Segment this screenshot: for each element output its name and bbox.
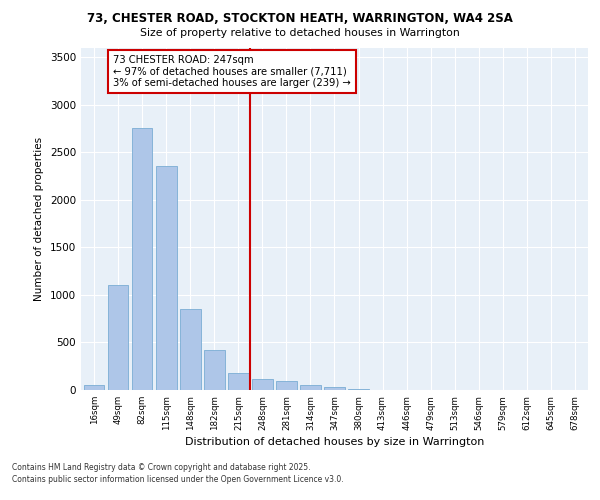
Text: 73 CHESTER ROAD: 247sqm
← 97% of detached houses are smaller (7,711)
3% of semi-: 73 CHESTER ROAD: 247sqm ← 97% of detache… <box>113 55 351 88</box>
Text: 73, CHESTER ROAD, STOCKTON HEATH, WARRINGTON, WA4 2SA: 73, CHESTER ROAD, STOCKTON HEATH, WARRIN… <box>87 12 513 26</box>
Y-axis label: Number of detached properties: Number of detached properties <box>34 136 44 301</box>
Text: Size of property relative to detached houses in Warrington: Size of property relative to detached ho… <box>140 28 460 38</box>
Bar <box>204 350 224 390</box>
Text: Contains public sector information licensed under the Open Government Licence v3: Contains public sector information licen… <box>12 476 344 484</box>
Text: Contains HM Land Registry data © Crown copyright and database right 2025.: Contains HM Land Registry data © Crown c… <box>12 463 311 472</box>
X-axis label: Distribution of detached houses by size in Warrington: Distribution of detached houses by size … <box>185 436 484 446</box>
Bar <box>156 166 176 390</box>
Bar <box>228 374 248 390</box>
Bar <box>180 309 200 390</box>
Bar <box>84 385 104 390</box>
Bar <box>300 385 320 390</box>
Bar <box>276 382 296 390</box>
Bar <box>252 378 272 390</box>
Bar <box>108 286 128 390</box>
Bar <box>132 128 152 390</box>
Bar <box>324 387 345 390</box>
Bar <box>349 389 369 390</box>
